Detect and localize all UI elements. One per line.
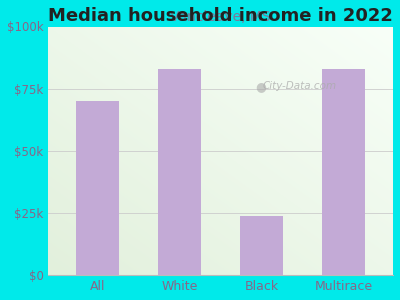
- Bar: [322, 69, 365, 275]
- Title: Median household income in 2022: Median household income in 2022: [48, 7, 393, 25]
- Text: Vancleave, MS: Vancleave, MS: [170, 10, 271, 24]
- Text: City-Data.com: City-Data.com: [263, 81, 337, 91]
- Bar: [240, 215, 283, 275]
- Bar: [76, 101, 119, 275]
- Bar: [158, 69, 201, 275]
- Text: ●: ●: [255, 80, 266, 93]
